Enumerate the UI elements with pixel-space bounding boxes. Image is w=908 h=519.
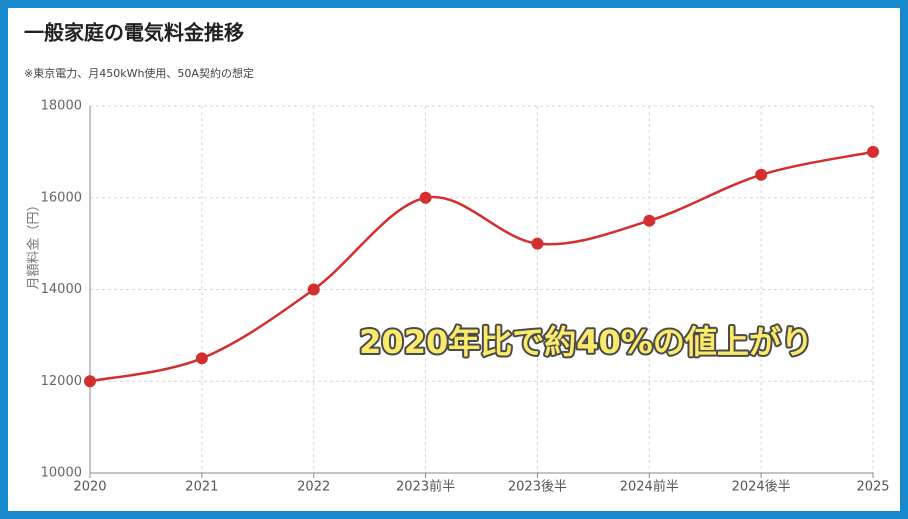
x-tick-label: 2022 <box>297 480 330 495</box>
point <box>643 214 656 227</box>
point <box>307 283 320 296</box>
y-axis-label: 月額料金（円） <box>26 198 42 289</box>
x-tick-label: 2021 <box>185 480 218 495</box>
chart-subtitle: ※東京電力、月450kWh使用、50A契約の想定 <box>24 66 254 80</box>
annotation: 2020年比で約40%の値上がり <box>359 323 813 361</box>
point <box>195 352 208 365</box>
x-tick-label: 2023後半 <box>508 480 567 495</box>
point <box>84 375 96 388</box>
y-tick-label: 18000 <box>41 99 82 114</box>
chart-title: 一般家庭の電気料金推移 <box>24 21 244 45</box>
point <box>419 191 432 204</box>
y-tick-label: 12000 <box>41 374 82 389</box>
line <box>89 150 874 383</box>
point <box>531 237 544 250</box>
y-tick-label: 10000 <box>41 466 82 481</box>
point <box>755 168 768 181</box>
chart: 一般家庭の電気料金推移 ※東京電力、月450kWh使用、50A契約の想定 月額料… <box>24 21 890 495</box>
x-tick-label: 2023前半 <box>396 479 455 495</box>
x-tick-label: 2025 <box>856 480 889 495</box>
x-tick-label: 2024後半 <box>732 480 791 495</box>
x-tick-label: 2020 <box>73 480 106 495</box>
y-tick-label: 16000 <box>41 190 82 205</box>
point <box>867 145 879 158</box>
x-tick-label: 2024前半 <box>620 479 679 495</box>
y-tick-label: 14000 <box>41 282 82 297</box>
